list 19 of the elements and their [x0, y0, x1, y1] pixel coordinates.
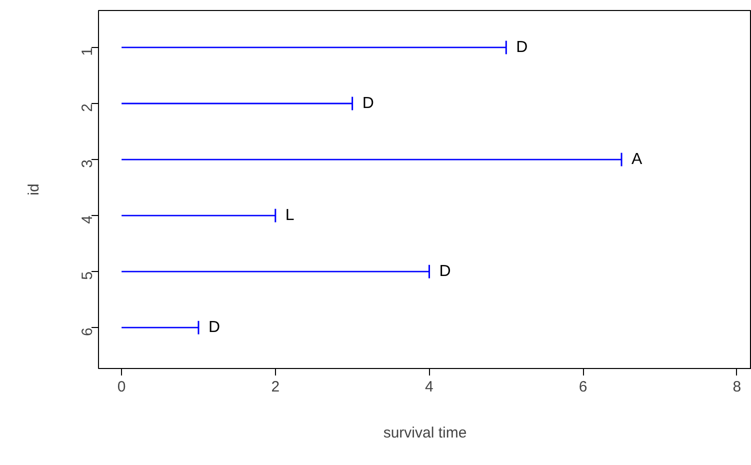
annotation: D: [208, 319, 220, 336]
x-axis-title: survival time: [383, 424, 467, 442]
y-tick-label: 1: [79, 47, 96, 56]
y-tick-label: 2: [79, 104, 96, 112]
y-tick-label: 3: [79, 160, 96, 168]
annotation: D: [439, 263, 451, 280]
x-tick-label: 0: [117, 378, 126, 396]
y-tick-label: 5: [79, 272, 96, 280]
x-tick-label: 8: [732, 378, 742, 396]
x-tick-label: 6: [578, 378, 588, 396]
y-tick-label: 6: [79, 328, 96, 336]
annotation: A: [632, 151, 643, 168]
annotation: D: [516, 38, 528, 56]
x-tick-label: 4: [425, 378, 434, 396]
y-axis-title: id: [26, 184, 42, 196]
x-tick-label: 2: [271, 378, 280, 396]
y-tick-label: 4: [79, 216, 96, 224]
annotation: L: [285, 207, 294, 224]
annotation: D: [362, 95, 374, 112]
